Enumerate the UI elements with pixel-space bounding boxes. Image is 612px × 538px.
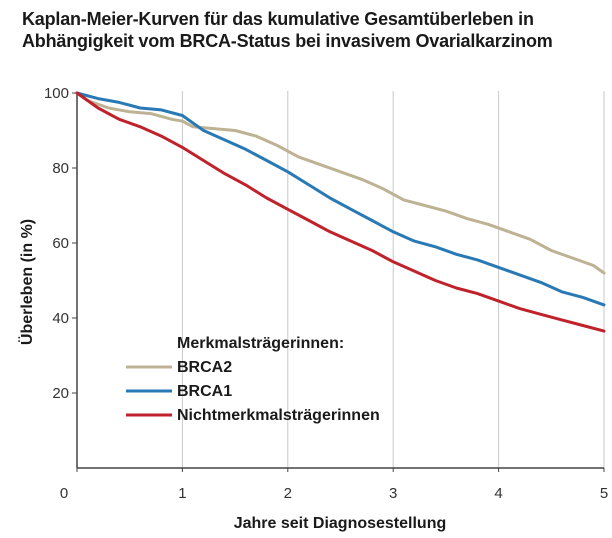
x-tick-label: 0 [60,485,68,502]
legend-label: BRCA2 [177,359,232,376]
x-tick-labels: 0 1 2 3 4 5 [60,468,608,502]
legend: Merkmalsträgerinnen: BRCA2 BRCA1 Nichtmerk… [126,335,380,424]
series-line-nichtmerkmalstr-gerinnen [75,91,606,333]
chart-title-line-2: Abhängigkeit vom BRCA-Status bei invasiv… [22,31,553,51]
y-tick-label: 20 [52,385,69,402]
x-axis-label: Jahre seit Diagnosestellung [234,515,447,532]
y-tick-labels: 20 40 60 80 100 [44,85,77,402]
x-tick-label: 2 [284,485,292,502]
legend-title: Merkmalsträgerinnen: [177,335,344,352]
x-tick-label: 4 [494,485,502,502]
y-tick-label: 100 [44,85,69,102]
chart-title: Kaplan-Meier-Kurven für das kumulative G… [22,8,602,52]
x-tick-label: 5 [600,485,608,502]
chart-title-line-1: Kaplan-Meier-Kurven für das kumulative G… [22,9,534,29]
series-line-brca2 [75,91,606,275]
axes [76,93,604,469]
gridlines [181,91,605,468]
y-tick-label: 60 [52,235,69,252]
y-tick-label: 40 [52,310,69,327]
y-axis-label: Überleben (in %) [17,219,36,345]
series-line-brca1 [75,91,606,307]
legend-label: BRCA1 [177,383,232,400]
y-tick-label: 80 [52,160,69,177]
x-tick-label: 3 [389,485,397,502]
legend-label: Nichtmerkmalsträgerinnen [177,407,380,424]
series-lines [75,91,606,333]
x-tick-label: 1 [178,485,186,502]
